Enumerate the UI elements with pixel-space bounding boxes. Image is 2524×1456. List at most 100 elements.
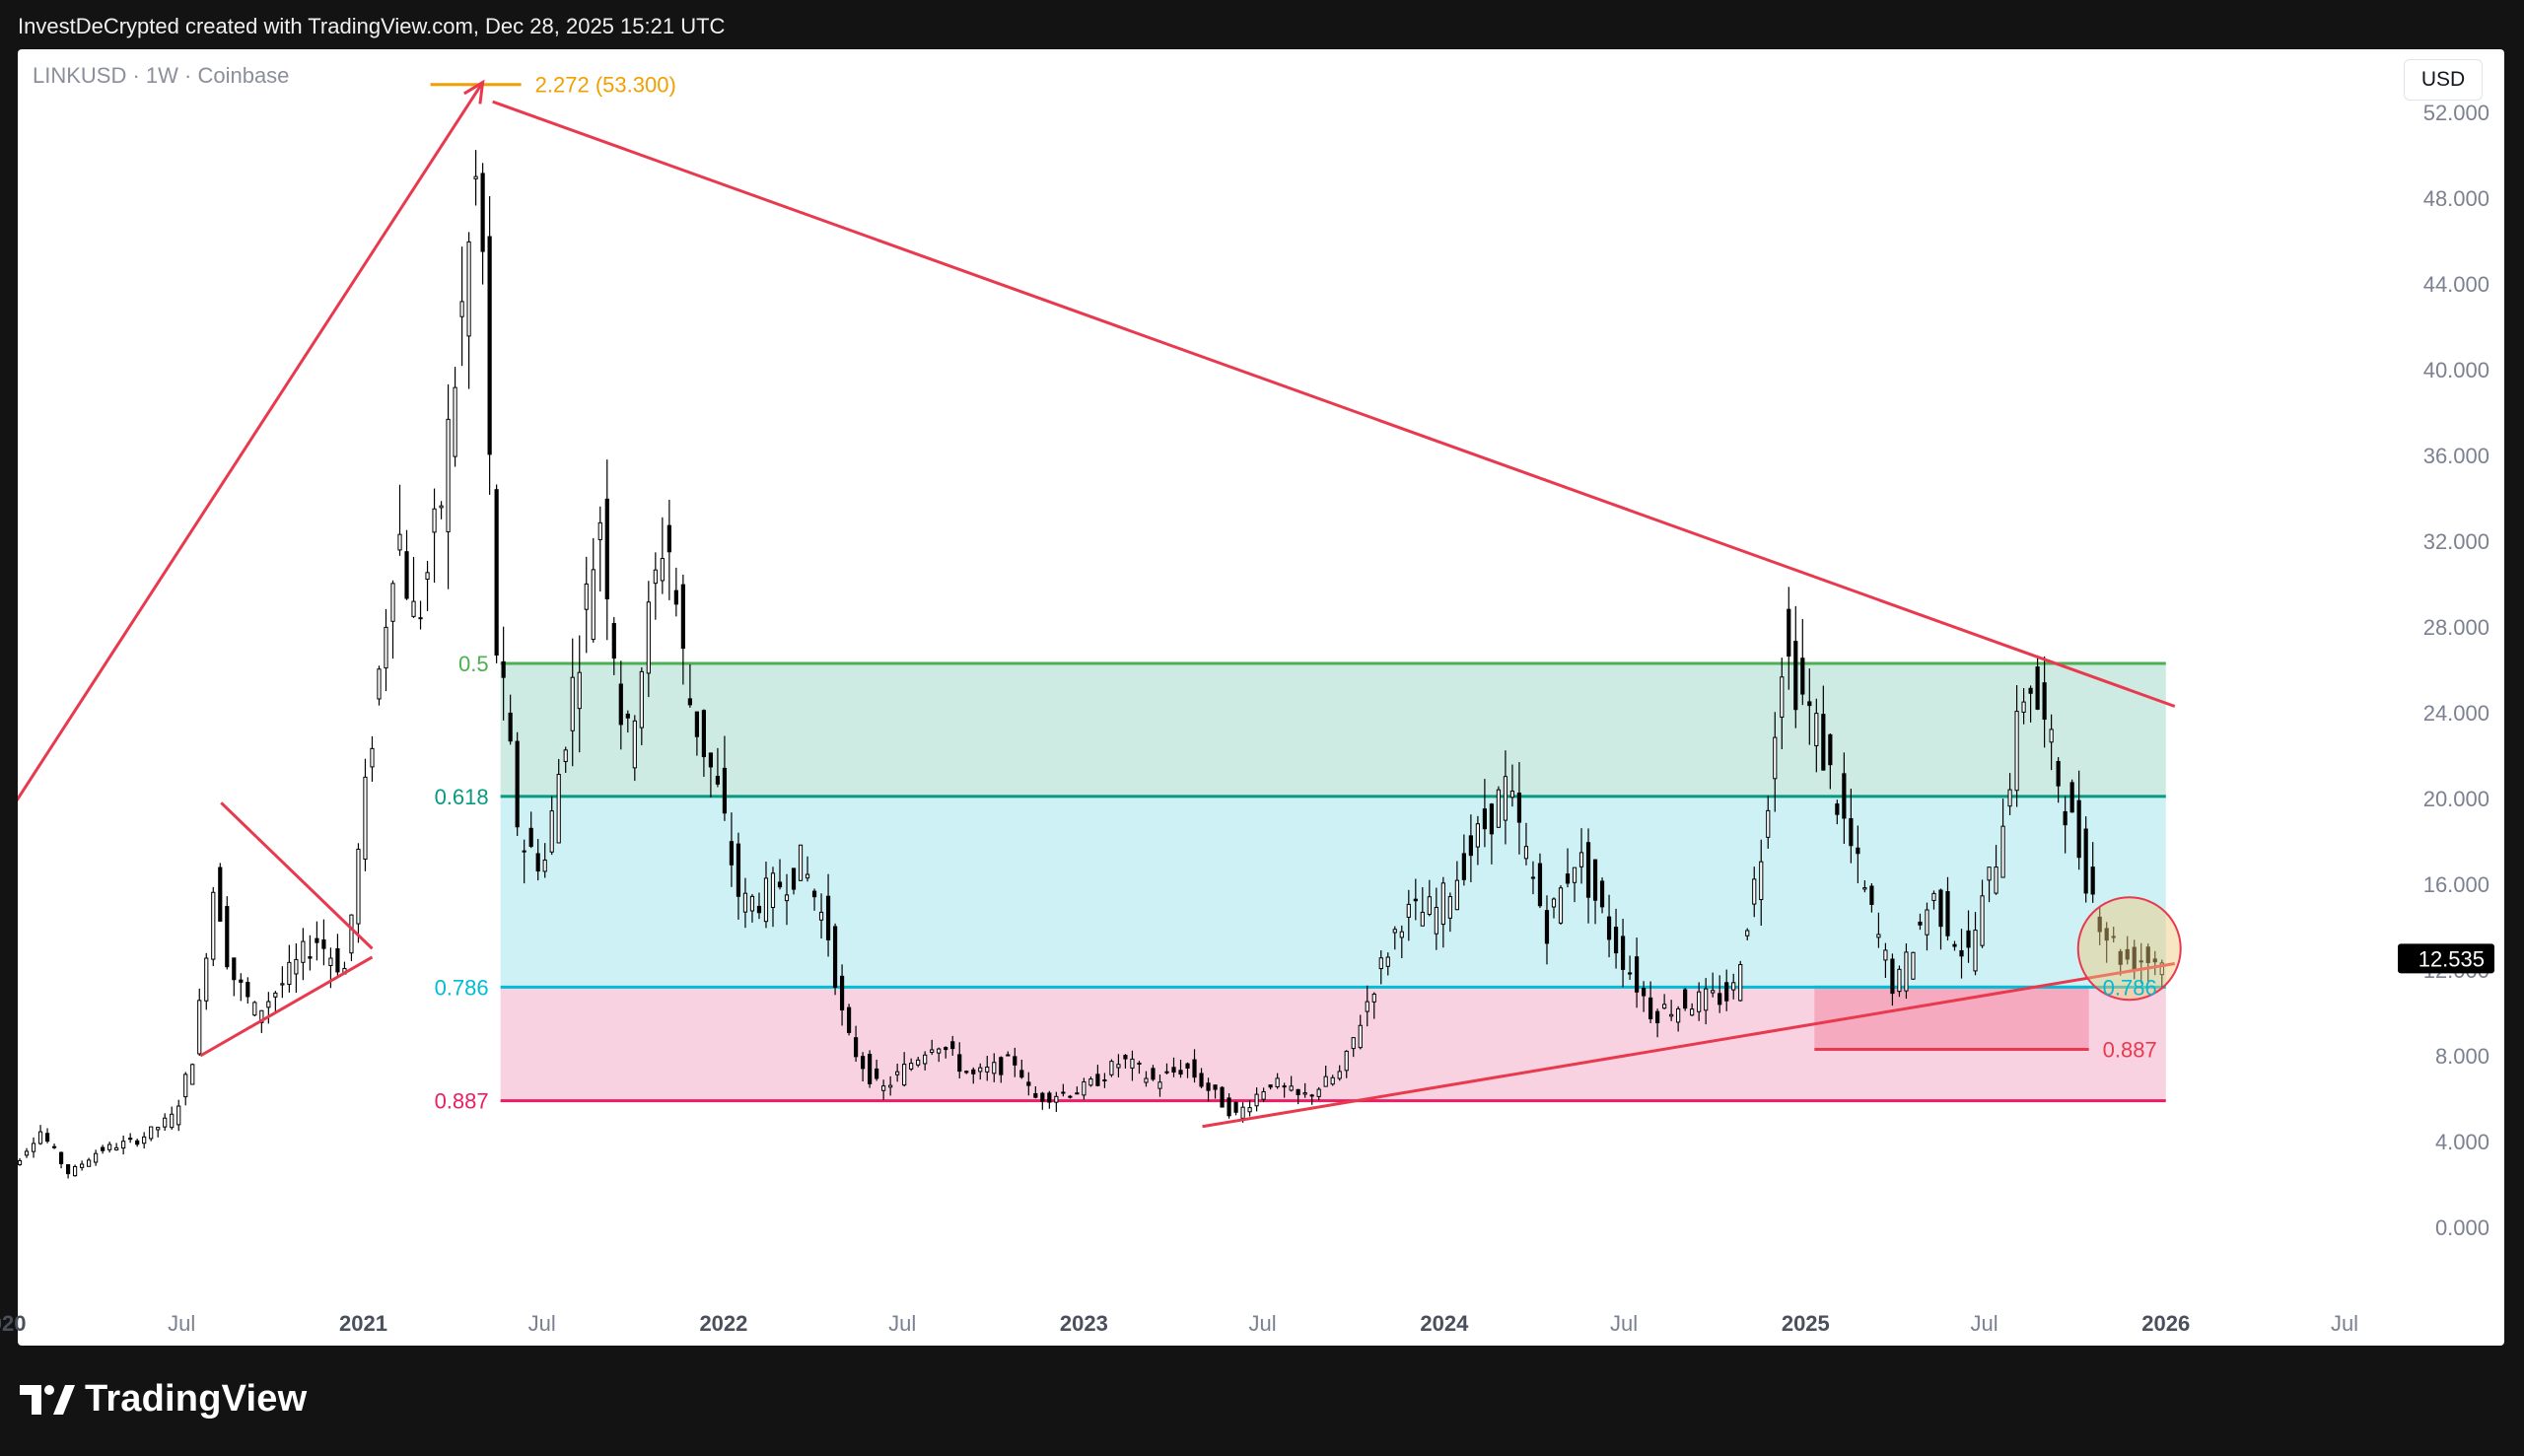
candle [625,713,630,719]
candle [1109,1061,1114,1075]
candle [1116,1064,1121,1069]
candle [2056,760,2061,787]
candle [1351,1037,1356,1050]
candle [149,1126,154,1140]
candle [321,938,326,949]
candle [853,1037,859,1058]
candle [1268,1084,1273,1088]
candle [1309,1094,1314,1097]
candle [494,489,499,656]
x-tick-label: Jul [2331,1311,2358,1336]
candle [142,1136,147,1144]
candle [971,1069,976,1075]
candle [65,1164,71,1175]
candle [1987,867,1992,881]
candle [1683,989,1688,1009]
candle [736,843,741,897]
candle [1980,895,1985,946]
candle [1807,701,1812,707]
candle [176,1105,181,1126]
candle [466,241,471,337]
attribution-bar: InvestDeCrypted created with TradingView… [0,0,2524,49]
candle [1454,879,1459,911]
candle [2076,799,2081,859]
candle [1634,956,1640,993]
currency-button[interactable]: USD [2404,59,2483,101]
candle [694,711,699,737]
candle [944,1047,948,1051]
candle [604,498,609,599]
candle [1669,1013,1674,1017]
candle [1627,972,1633,975]
candle [2104,928,2109,941]
candle [556,774,561,844]
candle [1599,880,1605,908]
candle [722,767,728,814]
y-tick-label: 20.000 [2423,787,2489,811]
candle [549,810,554,853]
y-tick-label: 52.000 [2423,101,2489,125]
last-price-label: 12.535 [2419,946,2485,971]
candle [1385,956,1390,967]
candle [923,1054,928,1065]
candle [1013,1056,1017,1066]
candle [1061,1091,1066,1094]
candle [2097,916,2102,933]
candle [1489,803,1495,835]
candle [832,926,838,988]
candle [1192,1059,1197,1078]
tradingview-brand[interactable]: TradingView [20,1378,307,1421]
candle [37,1131,43,1144]
candle [1164,1071,1169,1074]
candle [825,895,831,940]
candle [370,747,375,768]
candle [1883,949,1888,961]
candle [1869,885,1874,905]
candle [1537,863,1543,907]
candle [1420,911,1425,927]
candle [1302,1092,1307,1095]
y-tick-label: 8.000 [2435,1044,2489,1069]
candle [1447,896,1452,919]
candle [51,1145,57,1148]
y-tick-label: 40.000 [2423,358,2489,382]
fib-zone [500,796,2166,988]
candle [1427,896,1432,915]
candle [1704,988,1709,1011]
candle [245,982,250,998]
y-tick-label: 24.000 [2423,701,2489,726]
candle [94,1152,99,1163]
candle [446,418,451,532]
candle [315,937,319,943]
candle [1959,949,1964,957]
candle [384,626,388,669]
candle [349,914,354,954]
candle [1890,958,1895,995]
candle [2000,825,2005,878]
candle [708,752,714,768]
candle [170,1113,175,1129]
fib-zone [500,662,2166,797]
candle [881,1085,886,1091]
x-tick-label: 2025 [1782,1311,1830,1336]
candle [798,844,804,881]
candle [811,890,817,898]
candle [687,698,692,706]
candle [459,301,464,317]
candle [1392,929,1397,934]
candle [1496,789,1502,828]
candle [4,1176,7,1185]
candle [846,1006,852,1033]
candle [1275,1077,1280,1088]
candle [432,508,437,533]
candle [1945,890,1950,936]
candle [0,957,1,959]
candle [916,1059,921,1066]
trendline [1202,961,2176,1129]
candle [1828,733,1833,766]
candle [1123,1055,1128,1060]
candle [211,891,216,960]
candle [577,671,582,710]
candle [225,906,230,968]
